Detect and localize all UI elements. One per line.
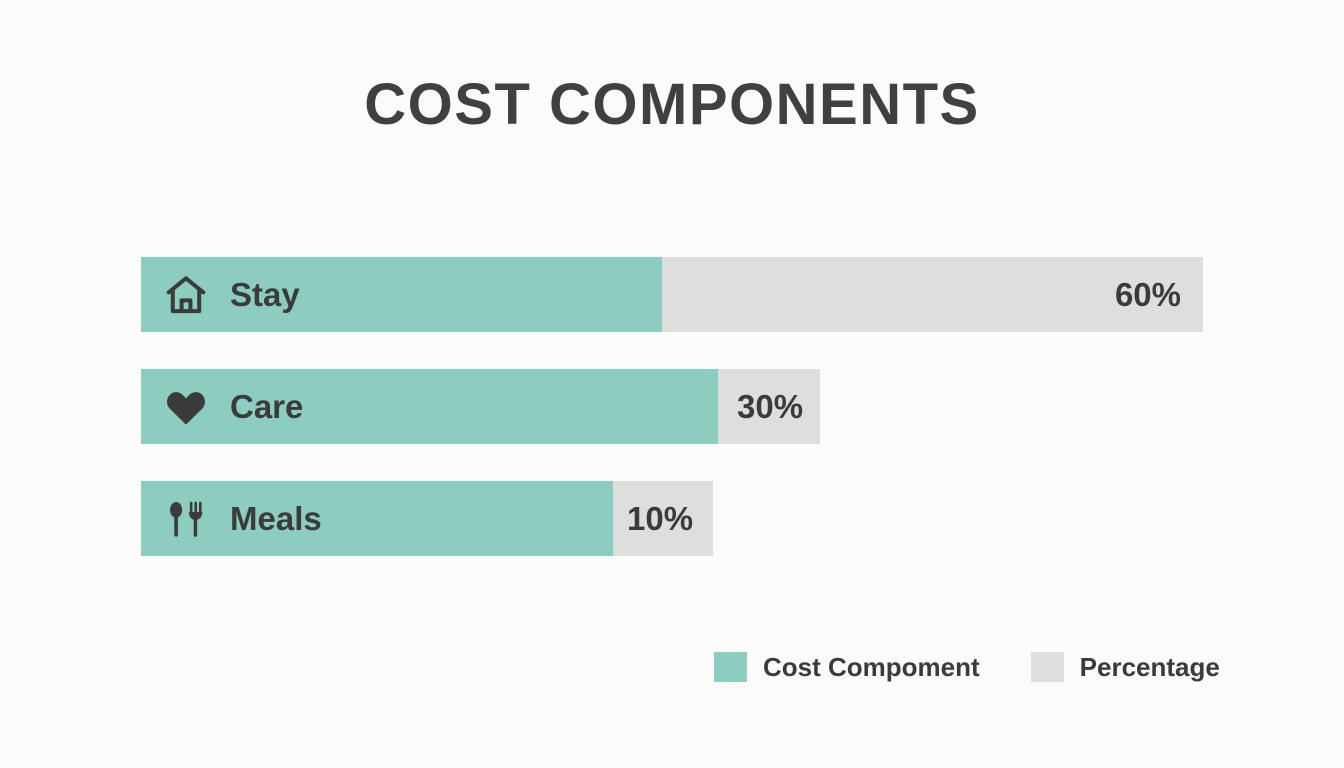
bar-category-label: Meals [230, 500, 322, 537]
bar-value-label: 10% [627, 500, 694, 537]
track-swatch [1030, 652, 1064, 682]
legend-label: Percentage [1079, 652, 1220, 682]
bar-category-label: Stay [230, 276, 300, 313]
bar-category-label: Care [230, 388, 304, 425]
legend-label: Cost Compoment [763, 652, 980, 682]
page-title: COST COMPONENTS [364, 72, 980, 137]
bar-value-label: 60% [1114, 276, 1181, 313]
chart-legend: Cost Compoment Percentage [714, 652, 1220, 682]
legend-item-cost-compoment: Cost Compoment [714, 652, 980, 682]
legend-item-percentage: Percentage [1030, 652, 1220, 682]
cutlery-icon [163, 496, 209, 542]
heart-icon [163, 384, 209, 430]
bar-fill: Care [141, 369, 718, 444]
accent-swatch [714, 652, 747, 682]
home-icon [163, 272, 209, 318]
bar-fill: Meals [141, 481, 613, 556]
bar-fill: Stay [141, 257, 662, 332]
bar-value-label: 30% [737, 388, 804, 425]
